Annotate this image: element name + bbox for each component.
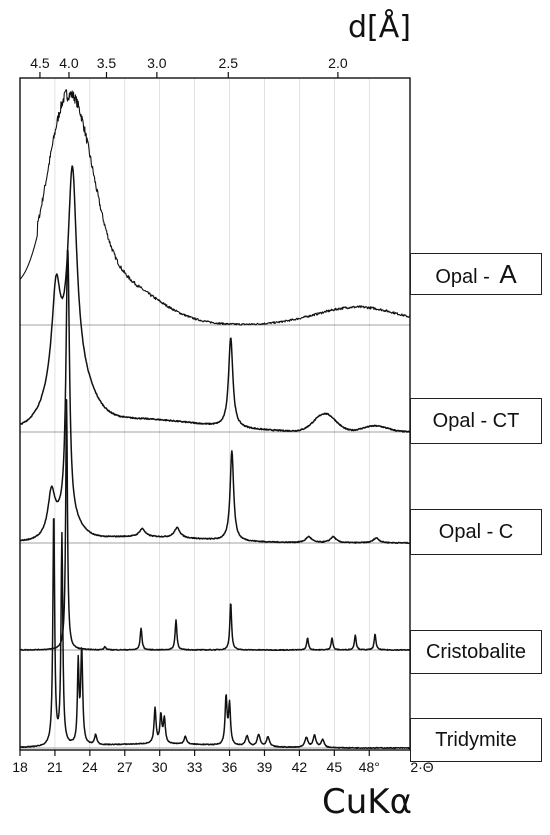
top-tick-label-0: 4.5 — [30, 55, 50, 71]
series-label-text: Opal - C — [438, 520, 514, 543]
diffraction-curves — [19, 89, 411, 750]
series-label-main: Opal - — [435, 265, 496, 288]
series-label-text: Cristobalite — [425, 640, 527, 663]
grid-lines — [19, 78, 370, 750]
bottom-tick-label-2: 24 — [82, 759, 98, 775]
bottom-tick-label-8: 42 — [292, 759, 308, 775]
bottom-axis-title-text: CuKα — [322, 782, 412, 822]
series-label-text: Opal - A — [435, 259, 516, 290]
curve-opal-a — [19, 89, 411, 326]
top-tick-label-4: 2.5 — [219, 55, 239, 71]
curve-cristobalite — [19, 398, 411, 652]
top-axis-title: d[Å] — [348, 10, 411, 45]
series-label-text: Tridymite — [435, 728, 517, 751]
series-label-text: Opal - CT — [432, 409, 520, 432]
top-tick-label-2: 3.5 — [97, 55, 117, 71]
bottom-axis-title: CuKα — [322, 782, 412, 822]
curve-tridymite — [19, 517, 411, 750]
bottom-tick-label-3: 27 — [117, 759, 133, 775]
bottom-tick-label-1: 21 — [47, 759, 63, 775]
top-axis-ticks: 4.5 4.0 3.5 3.0 2.5 2.0 — [30, 55, 348, 78]
series-label-4: Tridymite — [410, 718, 542, 762]
series-label-2: Opal - C — [410, 509, 542, 555]
series-label-1: Opal - CT — [410, 398, 542, 444]
bottom-tick-label-4: 30 — [152, 759, 168, 775]
series-label-3: Cristobalite — [410, 630, 542, 674]
curve-opal-ct — [19, 165, 411, 433]
series-label-0: Opal - A — [410, 253, 542, 295]
top-tick-label-1: 4.0 — [59, 55, 79, 71]
bottom-tick-label-5: 33 — [187, 759, 203, 775]
series-label-big: A — [499, 258, 517, 289]
bottom-tick-label-0: 18 — [12, 759, 28, 775]
bottom-tick-label-10: 48° — [359, 759, 380, 775]
bottom-axis-ticks: 18 21 24 27 30 33 36 39 42 45 48° 2·Θ — [12, 750, 434, 775]
curve-opal-c — [19, 249, 411, 545]
bottom-tick-label-6: 36 — [222, 759, 238, 775]
top-tick-label-5: 2.0 — [328, 55, 348, 71]
bottom-tick-label-7: 39 — [257, 759, 273, 775]
bottom-tick-label-9: 45 — [327, 759, 343, 775]
top-tick-label-3: 3.0 — [147, 55, 167, 71]
bottom-axis-unit: 2·Θ — [410, 759, 433, 775]
